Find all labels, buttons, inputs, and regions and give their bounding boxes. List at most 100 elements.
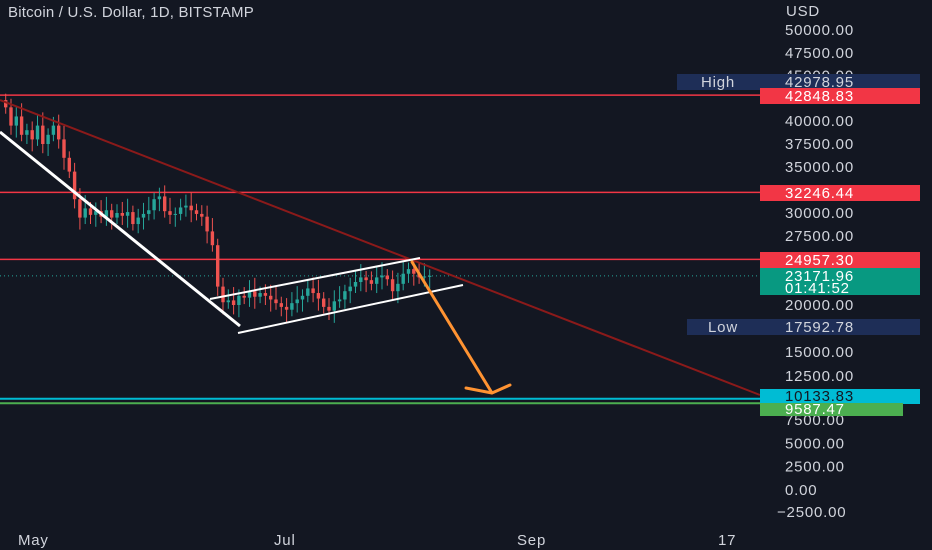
current-price-value: 23171.96 — [785, 268, 854, 285]
candle[interactable] — [115, 204, 119, 225]
candle-body — [327, 306, 331, 311]
candle[interactable] — [300, 289, 305, 312]
candle[interactable] — [205, 205, 209, 244]
candle[interactable] — [226, 289, 230, 309]
candle[interactable] — [406, 262, 411, 283]
candle[interactable] — [242, 287, 246, 305]
candle[interactable] — [30, 121, 34, 152]
candle[interactable] — [269, 284, 273, 312]
candle[interactable] — [306, 279, 310, 303]
candle[interactable] — [216, 238, 220, 296]
candle-body — [94, 211, 98, 215]
candle[interactable] — [332, 290, 336, 323]
candle[interactable] — [369, 271, 374, 291]
candle-body — [290, 303, 294, 310]
candle[interactable] — [210, 218, 215, 252]
candle[interactable] — [25, 123, 29, 144]
candle[interactable] — [390, 270, 395, 301]
candle[interactable] — [131, 205, 135, 231]
candle-body — [284, 306, 289, 310]
channel-lower-line[interactable] — [237, 284, 464, 334]
channel-upper-line[interactable] — [209, 257, 421, 300]
candle[interactable] — [120, 201, 124, 225]
candle-body — [369, 280, 374, 284]
candle[interactable] — [178, 198, 183, 221]
candle[interactable] — [62, 126, 66, 170]
candle[interactable] — [247, 280, 252, 307]
candle[interactable] — [200, 205, 204, 226]
candle[interactable] — [348, 277, 352, 304]
candle[interactable] — [231, 287, 236, 315]
candle-body — [136, 217, 140, 225]
descending-trendline-long[interactable] — [0, 99, 761, 396]
time-label-jul: Jul — [274, 532, 296, 549]
candle[interactable] — [35, 114, 40, 146]
candle[interactable] — [157, 187, 162, 212]
candle[interactable] — [279, 296, 283, 317]
candle[interactable] — [327, 298, 331, 321]
candle[interactable] — [104, 196, 109, 226]
chart-title: Bitcoin / U.S. Dollar, 1D, BITSTAMP — [8, 4, 254, 21]
candle[interactable] — [147, 196, 151, 221]
candle-body — [25, 130, 29, 135]
candle[interactable] — [311, 277, 315, 303]
candle[interactable] — [353, 270, 358, 294]
price-tick-label: 0.00 — [785, 482, 817, 499]
candle[interactable] — [375, 266, 379, 294]
candle[interactable] — [184, 194, 188, 217]
candle[interactable] — [72, 162, 77, 209]
candle-body — [343, 291, 347, 300]
candle[interactable] — [295, 286, 299, 313]
candle[interactable] — [343, 284, 347, 309]
candle[interactable] — [168, 197, 172, 225]
target-1-value: 10133.83 — [785, 388, 854, 405]
candle-body — [396, 283, 400, 292]
candle[interactable] — [173, 207, 177, 227]
candle[interactable] — [141, 202, 146, 230]
candle[interactable] — [189, 192, 193, 223]
candlestick-series — [4, 93, 432, 323]
candle[interactable] — [322, 292, 326, 314]
candle[interactable] — [337, 286, 342, 308]
candle[interactable] — [67, 151, 71, 179]
candle[interactable] — [428, 269, 432, 289]
candle[interactable] — [125, 198, 130, 228]
candle-body — [348, 286, 352, 292]
candle-body — [57, 125, 61, 140]
candle[interactable] — [4, 93, 8, 114]
candle[interactable] — [46, 128, 50, 156]
candle[interactable] — [136, 208, 140, 234]
candle[interactable] — [194, 203, 199, 221]
time-axis: May Jul Sep 17 — [18, 532, 735, 549]
candle-body — [115, 213, 119, 218]
candle[interactable] — [316, 279, 321, 311]
candle[interactable] — [163, 185, 167, 218]
candle[interactable] — [152, 192, 156, 220]
candle[interactable] — [94, 202, 98, 227]
candle[interactable] — [274, 286, 278, 310]
candle-body — [178, 207, 183, 214]
candle[interactable] — [110, 203, 114, 230]
price-tick-label: 20000.00 — [785, 297, 854, 314]
low-label: Low — [708, 319, 738, 336]
candle-body — [226, 300, 230, 303]
candle[interactable] — [19, 103, 24, 142]
candle[interactable] — [57, 114, 61, 149]
candle-body — [306, 288, 310, 296]
candle[interactable] — [290, 292, 294, 317]
candle[interactable] — [253, 277, 257, 309]
candle[interactable] — [41, 112, 45, 154]
descending-trendline-white[interactable] — [0, 130, 241, 328]
projection-arrow[interactable] — [410, 260, 512, 395]
candle[interactable] — [364, 270, 368, 293]
support-resistance-levels — [0, 94, 760, 405]
candle[interactable] — [284, 298, 289, 322]
candle[interactable] — [401, 260, 405, 291]
level-tag-1: 42848.83 — [760, 88, 920, 105]
candle-body — [78, 199, 82, 218]
candle[interactable] — [385, 269, 389, 286]
candle[interactable] — [14, 105, 18, 138]
current-price-tag: 23171.96 01:41:52 — [760, 268, 920, 297]
candle[interactable] — [380, 262, 384, 290]
